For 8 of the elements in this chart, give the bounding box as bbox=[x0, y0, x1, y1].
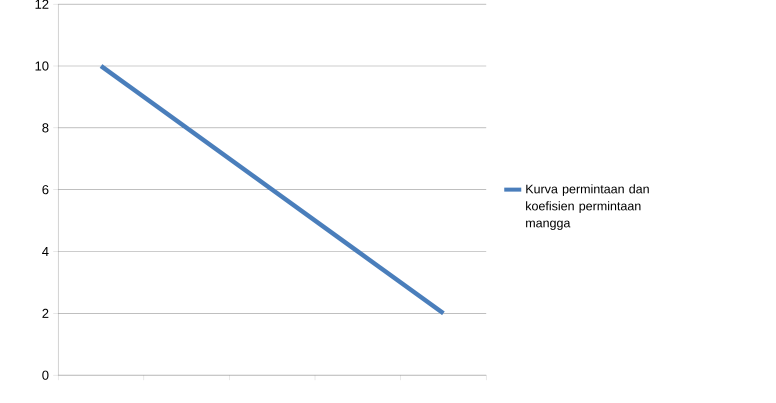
y-tick-label: 2 bbox=[42, 308, 48, 318]
y-tick-label: 0 bbox=[42, 370, 49, 380]
y-tick-label: 8 bbox=[42, 123, 48, 132]
y-tick-label: 6 bbox=[42, 185, 48, 194]
y-tick-label: 10 bbox=[36, 61, 48, 71]
legend-label: Kurva permintaan dan koefisien permintaan mangga bbox=[526, 184, 649, 230]
y-tick-label: 12 bbox=[36, 0, 48, 9]
y-tick-label: 4 bbox=[42, 247, 49, 256]
